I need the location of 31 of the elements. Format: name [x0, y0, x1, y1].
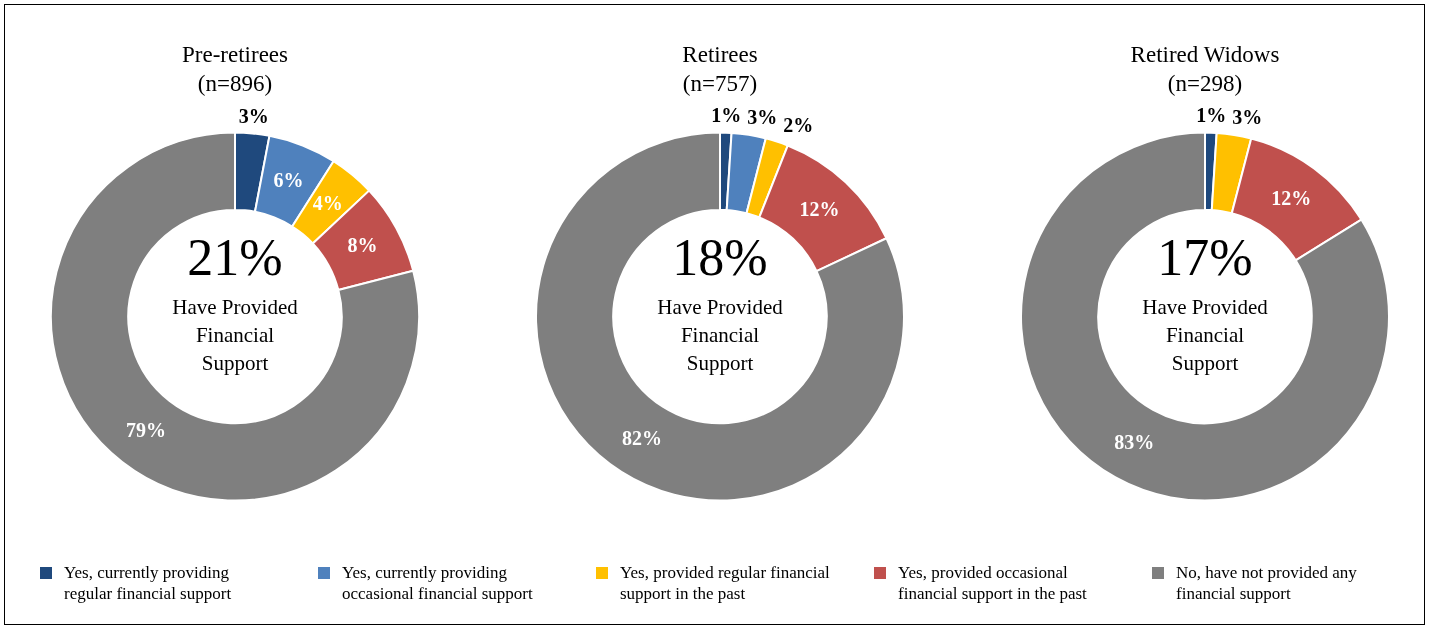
- text: 18%: [672, 229, 768, 287]
- chart-title: Retired Widows: [1130, 41, 1280, 67]
- data-label: 1%: [1196, 103, 1227, 126]
- data-label: 83%: [1114, 430, 1155, 453]
- text: Have Provided Financial Support: [1142, 295, 1269, 376]
- data-label: 12%: [1271, 186, 1312, 209]
- chart-subtitle: (n=896): [197, 71, 273, 97]
- data-label: 3%: [238, 104, 269, 127]
- data-label: 1%: [711, 103, 742, 126]
- text: 21%: [187, 229, 283, 287]
- data-label: 6%: [273, 168, 304, 191]
- text: Have Provided Financial Support: [172, 295, 299, 376]
- legend-label: Yes, provided occasional financial support in the past: [898, 562, 1088, 604]
- text: 17%: [1157, 229, 1253, 287]
- chart-subtitle: (n=298): [1167, 71, 1243, 97]
- legend-label: No, have not provided any financial support: [1176, 562, 1358, 604]
- chart-title: Pre-retirees: [182, 41, 289, 67]
- data-label: 3%: [1232, 106, 1263, 129]
- data-label: 8%: [347, 233, 378, 256]
- legend-label: Yes, currently providing occasional financial support: [342, 562, 534, 604]
- legend-label: Yes, currently providing regular financial support: [64, 562, 233, 604]
- data-label: 3%: [747, 106, 778, 129]
- data-label: 2%: [783, 113, 814, 136]
- chart-title: Retirees: [682, 41, 758, 67]
- data-label: 82%: [622, 426, 663, 449]
- data-label: 12%: [799, 197, 840, 220]
- chart-subtitle: (n=757): [682, 71, 758, 97]
- legend-label: Yes, provided regular financial support in the past: [620, 562, 830, 604]
- data-label: 4%: [312, 191, 343, 214]
- text: Have Provided Financial Support: [657, 295, 784, 376]
- data-label: 79%: [125, 418, 166, 441]
